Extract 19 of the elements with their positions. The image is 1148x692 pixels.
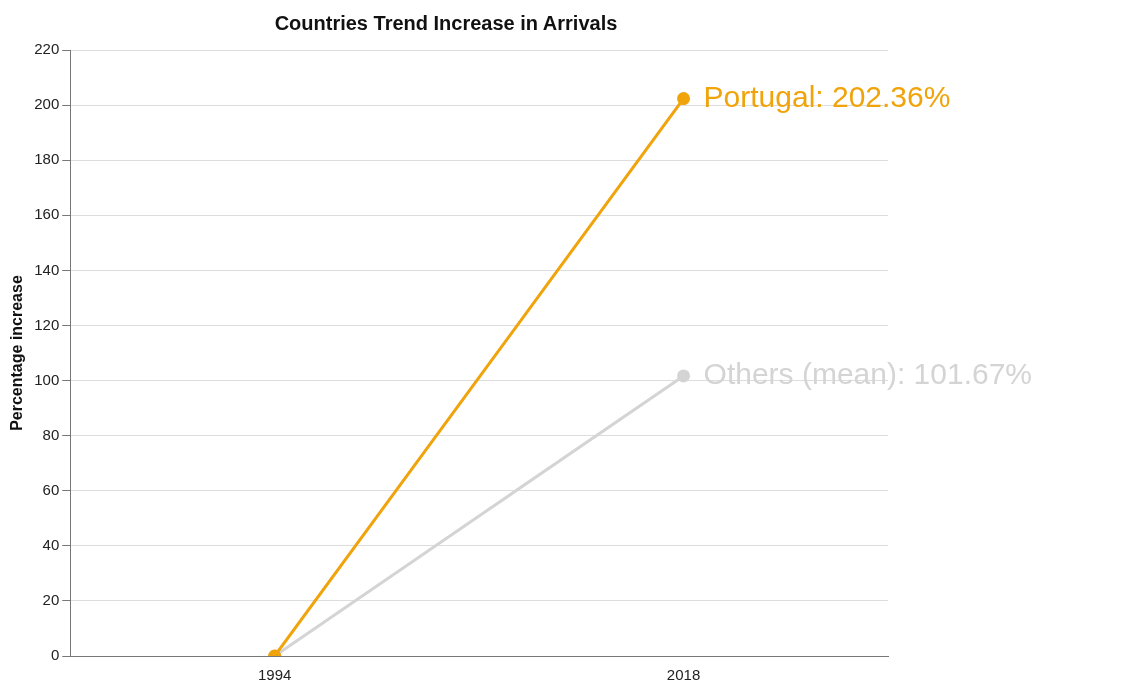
y-tick-label: 200 (34, 95, 60, 113)
x-tick-label: 1994 (257, 666, 292, 684)
chart-title: Countries Trend Increase in Arrivals (274, 11, 618, 34)
x-tick-label: 2018 (666, 666, 701, 684)
y-tick-label: 220 (34, 40, 60, 58)
y-axis-title: Percentage increase (8, 275, 26, 431)
y-tick-label: 40 (42, 535, 60, 553)
data-label: Portugal: 202.36% (703, 79, 951, 113)
y-tick-label: 100 (34, 370, 60, 388)
y-tick-label: 60 (42, 480, 60, 498)
y-tick-label: 140 (34, 260, 60, 278)
y-tick-label: 160 (34, 205, 60, 223)
y-tick-label: 80 (42, 425, 60, 443)
y-tick-label: 20 (42, 591, 60, 609)
y-tick-label: 180 (34, 150, 60, 168)
point (677, 92, 691, 106)
y-tick-label: 120 (34, 315, 60, 333)
point (677, 369, 691, 383)
y-tick-label: 0 (50, 646, 60, 664)
